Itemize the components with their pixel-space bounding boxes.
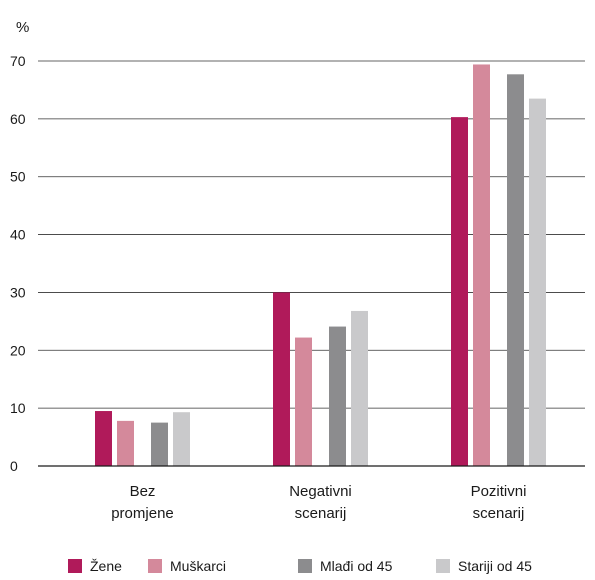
bar <box>273 292 290 466</box>
legend-swatch <box>68 559 82 573</box>
bar <box>173 412 190 466</box>
y-tick-label: 0 <box>10 458 18 474</box>
bar <box>529 98 546 466</box>
y-tick-label: 70 <box>10 53 26 69</box>
category-label: Negativni <box>289 483 352 500</box>
category-labels: Bez promjene Negativni scenarij Pozitivni sce… <box>111 483 526 522</box>
bar <box>95 411 112 466</box>
legend-swatch <box>148 559 162 573</box>
bar <box>451 117 468 466</box>
bar <box>329 326 346 466</box>
legend-item: Stariji od 45 <box>436 558 532 574</box>
bar-chart: % 0 10 20 30 40 50 60 70 Bez promjene Negativni sc… <box>10 19 585 522</box>
bars <box>95 64 546 467</box>
bar <box>351 310 368 466</box>
category-label: Bez <box>130 483 156 500</box>
y-tick-label: 40 <box>10 227 26 243</box>
legend-label: Stariji od 45 <box>458 558 532 574</box>
y-tick-label: 10 <box>10 400 26 416</box>
y-unit-label: % <box>16 19 29 36</box>
legend-label: Muškarci <box>170 558 227 574</box>
legend-label: Žene <box>90 558 122 574</box>
category-label: promjene <box>111 505 174 522</box>
legend: Žene Muškarci Mlađi od 45 Stariji od 45 <box>68 558 588 578</box>
y-tick-label: 30 <box>10 284 26 300</box>
grid-lines <box>38 60 585 409</box>
y-tick-label: 20 <box>10 342 26 358</box>
legend-swatch <box>298 559 312 573</box>
bar <box>507 74 524 467</box>
category-label: scenarij <box>473 505 525 522</box>
legend-swatch <box>436 559 450 573</box>
category-label: Pozitivni <box>471 483 527 500</box>
y-tick-label: 50 <box>10 169 26 185</box>
legend-item: Mlađi od 45 <box>298 558 392 574</box>
y-tick-label: 60 <box>10 111 26 127</box>
bar <box>117 420 134 466</box>
y-tick-labels: 0 10 20 30 40 50 60 70 <box>10 53 26 474</box>
legend-item: Muškarci <box>148 558 226 574</box>
bar <box>295 337 312 466</box>
legend-item: Žene <box>68 558 122 574</box>
legend-label: Mlađi od 45 <box>320 558 393 574</box>
bar <box>473 64 490 466</box>
bar <box>151 422 168 466</box>
category-label: scenarij <box>295 505 347 522</box>
